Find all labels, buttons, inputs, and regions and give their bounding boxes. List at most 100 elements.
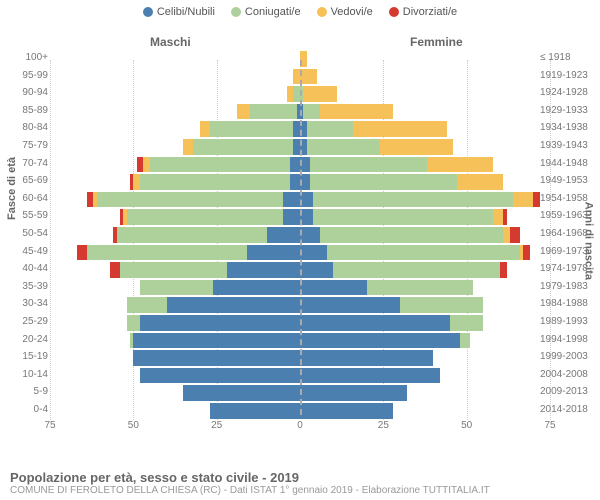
bar-segment-male bbox=[213, 280, 300, 296]
age-label: 25-29 bbox=[0, 316, 48, 327]
legend-label: Celibi/Nubili bbox=[157, 6, 215, 18]
bar-segment-female bbox=[400, 297, 483, 313]
birth-year-label: 1979-1983 bbox=[540, 281, 600, 292]
bar-segment-male bbox=[287, 86, 294, 102]
bar-segment-female bbox=[333, 262, 500, 278]
age-label: 20-24 bbox=[0, 334, 48, 345]
bar-segment-female bbox=[513, 192, 533, 208]
legend-swatch bbox=[389, 7, 399, 17]
age-label: 30-34 bbox=[0, 298, 48, 309]
bar-segment-male bbox=[290, 174, 300, 190]
bar-segment-female bbox=[300, 315, 450, 331]
bar-segment-male bbox=[117, 227, 267, 243]
age-label: 95-99 bbox=[0, 70, 48, 81]
bar-segment-male bbox=[227, 262, 300, 278]
x-tick-label: 50 bbox=[461, 420, 472, 431]
birth-year-label: 1999-2003 bbox=[540, 351, 600, 362]
chart-footer: Popolazione per età, sesso e stato civil… bbox=[10, 470, 590, 496]
bar-segment-male bbox=[293, 86, 300, 102]
bar-segment-female bbox=[300, 385, 407, 401]
bar-segment-male bbox=[127, 209, 284, 225]
bar-segment-female bbox=[300, 69, 317, 85]
bar-segment-female bbox=[367, 280, 474, 296]
age-label: 45-49 bbox=[0, 246, 48, 257]
bar-segment-male bbox=[267, 227, 300, 243]
chart-area: Fasce di età Anni di nascita Maschi Femm… bbox=[0, 20, 600, 445]
age-label: 0-4 bbox=[0, 404, 48, 415]
bar-segment-male bbox=[120, 262, 227, 278]
legend-item: Coniugati/e bbox=[231, 6, 301, 18]
bar-segment-female bbox=[310, 174, 457, 190]
bar-segment-male bbox=[87, 192, 94, 208]
female-label: Femmine bbox=[410, 35, 463, 49]
age-label: 75-79 bbox=[0, 140, 48, 151]
birth-year-label: 2004-2008 bbox=[540, 369, 600, 380]
bar-segment-female bbox=[353, 121, 446, 137]
age-label: 70-74 bbox=[0, 158, 48, 169]
legend-label: Vedovi/e bbox=[331, 6, 373, 18]
bar-segment-male bbox=[143, 157, 150, 173]
bar-segment-female bbox=[320, 104, 393, 120]
age-label: 10-14 bbox=[0, 369, 48, 380]
legend-item: Vedovi/e bbox=[317, 6, 373, 18]
birth-year-label: 1919-1923 bbox=[540, 70, 600, 81]
legend-swatch bbox=[317, 7, 327, 17]
bar-segment-female bbox=[300, 297, 400, 313]
bar-segment-female bbox=[427, 157, 494, 173]
bar-segment-female bbox=[503, 227, 510, 243]
birth-year-label: 1924-1928 bbox=[540, 87, 600, 98]
birth-year-label: 1994-1998 bbox=[540, 334, 600, 345]
legend-item: Divorziati/e bbox=[389, 6, 457, 18]
x-tick-label: 25 bbox=[211, 420, 222, 431]
bar-segment-male bbox=[283, 192, 300, 208]
age-label: 100+ bbox=[0, 52, 48, 63]
bar-segment-male bbox=[293, 139, 300, 155]
birth-year-label: 1969-1973 bbox=[540, 246, 600, 257]
bar-segment-male bbox=[210, 403, 300, 419]
legend-swatch bbox=[143, 7, 153, 17]
legend-item: Celibi/Nubili bbox=[143, 6, 215, 18]
bar-segment-male bbox=[247, 245, 300, 261]
bar-segment-male bbox=[133, 333, 300, 349]
bar-segment-female bbox=[300, 333, 460, 349]
age-label: 50-54 bbox=[0, 228, 48, 239]
bar-segment-male bbox=[290, 157, 300, 173]
bar-segment-female bbox=[380, 139, 453, 155]
bar-segment-male bbox=[123, 209, 126, 225]
bar-segment-male bbox=[140, 368, 300, 384]
birth-year-label: 1954-1958 bbox=[540, 193, 600, 204]
bar-segment-male bbox=[167, 297, 300, 313]
bar-segment-male bbox=[137, 157, 144, 173]
birth-year-label: 1944-1948 bbox=[540, 158, 600, 169]
bar-segment-male bbox=[110, 262, 120, 278]
age-label: 35-39 bbox=[0, 281, 48, 292]
birth-year-label: ≤ 1918 bbox=[540, 52, 600, 63]
bar-segment-female bbox=[303, 86, 336, 102]
bar-segment-female bbox=[313, 192, 513, 208]
bar-segment-male bbox=[293, 69, 300, 85]
bar-segment-male bbox=[87, 245, 247, 261]
bar-segment-male bbox=[210, 121, 293, 137]
bar-segment-male bbox=[127, 297, 167, 313]
bar-segment-male bbox=[193, 139, 293, 155]
bar-segment-male bbox=[200, 121, 210, 137]
bar-segment-female bbox=[533, 192, 540, 208]
birth-year-label: 1989-1993 bbox=[540, 316, 600, 327]
age-label: 80-84 bbox=[0, 122, 48, 133]
age-label: 15-19 bbox=[0, 351, 48, 362]
bar-segment-male bbox=[140, 174, 290, 190]
birth-year-label: 1959-1963 bbox=[540, 210, 600, 221]
x-tick-label: 75 bbox=[544, 420, 555, 431]
legend-label: Divorziati/e bbox=[403, 6, 457, 18]
bar-segment-female bbox=[327, 245, 520, 261]
bar-segment-female bbox=[457, 174, 504, 190]
birth-year-label: 1949-1953 bbox=[540, 175, 600, 186]
birth-year-label: 2009-2013 bbox=[540, 386, 600, 397]
age-label: 5-9 bbox=[0, 386, 48, 397]
bar-segment-female bbox=[320, 227, 503, 243]
chart-title: Popolazione per età, sesso e stato civil… bbox=[10, 470, 590, 485]
bar-segment-male bbox=[237, 104, 250, 120]
bar-segment-female bbox=[300, 227, 320, 243]
bar-segment-male bbox=[250, 104, 297, 120]
birth-year-label: 1974-1978 bbox=[540, 263, 600, 274]
